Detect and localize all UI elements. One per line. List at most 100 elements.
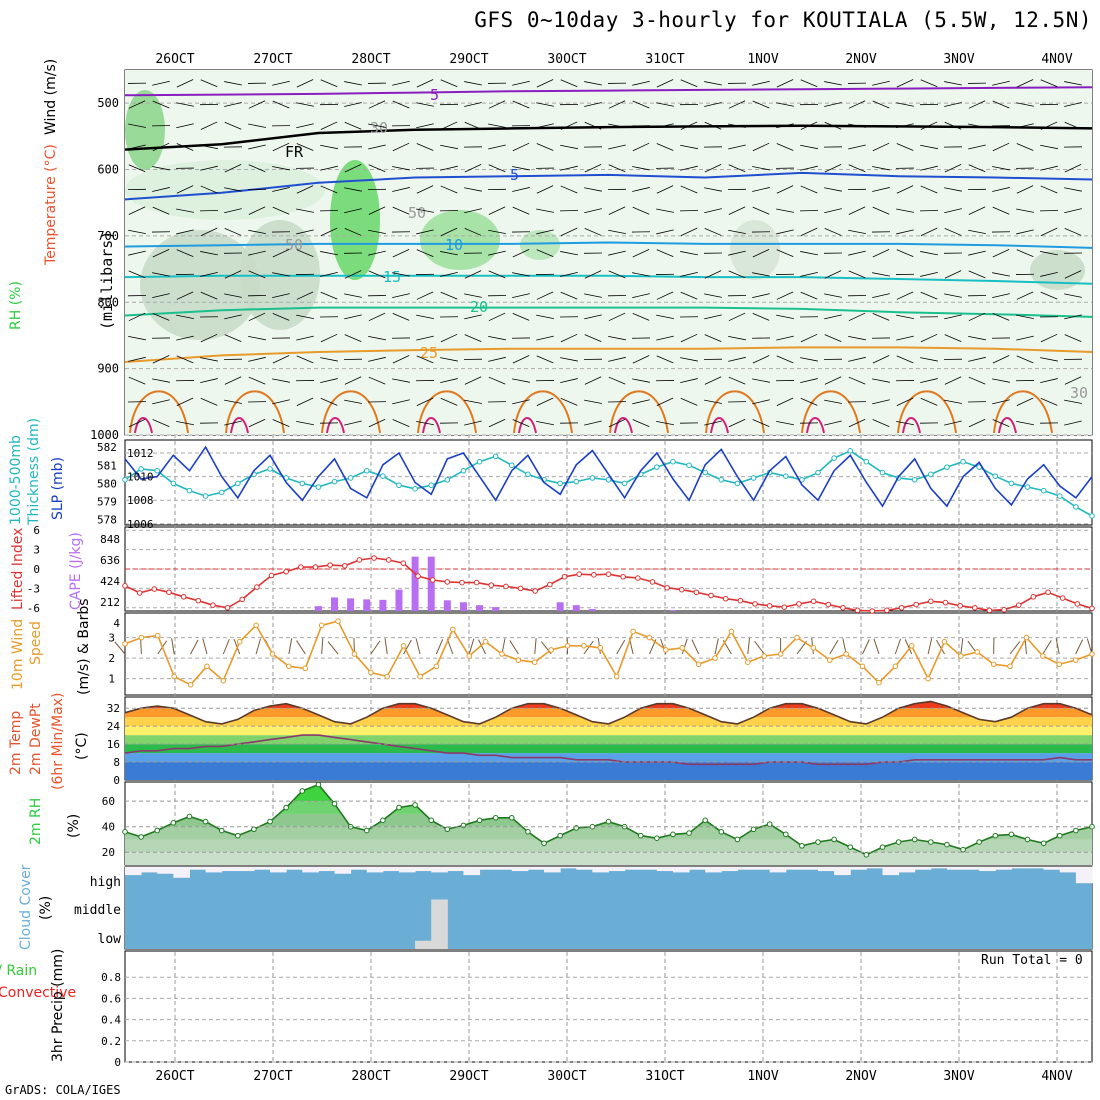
rh-line-point bbox=[944, 841, 950, 848]
wind-barb bbox=[200, 378, 218, 383]
wind10-speed-line-point bbox=[908, 643, 915, 649]
wind-barb bbox=[1040, 397, 1058, 406]
cloud-high-gap bbox=[173, 867, 190, 878]
wind10-speed-line-point bbox=[122, 640, 128, 647]
wind-barb bbox=[1064, 270, 1082, 279]
wind10-speed-line-point bbox=[302, 665, 309, 672]
temp-tick-label: 24 bbox=[107, 720, 121, 733]
wind-barb bbox=[992, 293, 1010, 299]
thickness-line-point bbox=[331, 478, 338, 485]
cloud-fill bbox=[125, 867, 1092, 949]
wind-barb bbox=[1016, 249, 1034, 258]
lifted-index-line-point bbox=[385, 557, 392, 563]
wind-barb bbox=[320, 291, 338, 300]
wind10-speed-line-point bbox=[892, 663, 899, 670]
wind10-barb bbox=[862, 639, 870, 655]
wind-barb bbox=[680, 121, 698, 130]
rh-blob bbox=[520, 230, 560, 260]
wind-barb bbox=[1040, 333, 1058, 343]
wind-barb bbox=[992, 80, 1010, 86]
wind-barb bbox=[656, 123, 674, 129]
cloud-high-gap bbox=[382, 867, 400, 872]
wind-barb bbox=[800, 79, 818, 88]
wind-barb bbox=[368, 270, 386, 279]
contour-temp bbox=[124, 86, 1093, 97]
wind-barb bbox=[272, 142, 290, 152]
wind10-barb bbox=[829, 640, 839, 655]
rh-blob bbox=[125, 90, 165, 170]
thickness-line-point bbox=[1073, 504, 1079, 510]
wind-barb bbox=[152, 142, 170, 152]
wind-barb bbox=[848, 250, 866, 256]
wind-barb bbox=[848, 312, 866, 322]
wind10-speed-line-point bbox=[286, 663, 292, 670]
wind-barb bbox=[704, 228, 722, 236]
lifted-index-line-point bbox=[517, 585, 524, 592]
wind-barb bbox=[392, 166, 410, 171]
thickness-line-point bbox=[170, 480, 177, 487]
wind-barb bbox=[896, 397, 914, 406]
wind-barb bbox=[152, 399, 170, 405]
thickness-tick-label: 582 bbox=[97, 441, 117, 454]
wind-barb bbox=[296, 420, 314, 426]
day-label-top: 1NOV bbox=[747, 52, 778, 67]
wind-barb bbox=[848, 356, 866, 362]
wind-barb bbox=[416, 143, 434, 151]
temp-tick-label: 32 bbox=[107, 702, 120, 715]
wind-barb bbox=[488, 376, 506, 385]
wind-barb bbox=[848, 229, 866, 235]
wind-barb bbox=[464, 121, 482, 130]
wind-barb bbox=[752, 312, 770, 321]
wind10-barb bbox=[140, 637, 142, 655]
thickness-line-point bbox=[202, 493, 209, 499]
wind-barb bbox=[656, 79, 674, 88]
surface-contour-hot bbox=[902, 417, 921, 434]
rh-line-point bbox=[235, 832, 241, 839]
surface-contour-hot bbox=[614, 417, 633, 434]
wind10-speed-line-point bbox=[449, 626, 456, 633]
wind10-label-c: (m/s) & Barbs bbox=[76, 598, 92, 695]
li-tick-label: 0 bbox=[33, 563, 40, 576]
wind-barb bbox=[944, 164, 962, 173]
cloud-tick-label: low bbox=[98, 932, 122, 947]
cloud-high-gap bbox=[527, 867, 545, 870]
rh-tick-label: 60 bbox=[102, 795, 115, 808]
precip-tick-label: 0.6 bbox=[101, 992, 121, 1005]
surface-contour bbox=[705, 390, 765, 434]
wind10-barb bbox=[747, 638, 750, 655]
wind-barb bbox=[512, 187, 530, 192]
lifted-index-line-point bbox=[1059, 595, 1066, 601]
wind-barb bbox=[608, 356, 626, 362]
wind-barb bbox=[248, 229, 266, 235]
wind-barb bbox=[1064, 376, 1082, 385]
wind-barb bbox=[560, 121, 578, 130]
wind-barb bbox=[464, 270, 482, 279]
temp-label-d: (°C) bbox=[74, 732, 90, 760]
wind-barb bbox=[584, 293, 602, 298]
temp-band bbox=[125, 753, 1092, 763]
wind10-barb bbox=[894, 638, 902, 655]
wind-barb bbox=[632, 293, 650, 299]
wind-barb bbox=[608, 164, 626, 173]
wind-barb bbox=[728, 206, 746, 215]
wind-barb bbox=[776, 291, 794, 300]
cape-bar bbox=[572, 605, 580, 611]
wind10-barb bbox=[714, 638, 719, 655]
cloud-high-gap bbox=[672, 867, 690, 873]
wind-barb bbox=[800, 357, 818, 362]
lifted-index-line-point bbox=[151, 586, 158, 592]
wind-barb bbox=[920, 397, 938, 406]
wind-barb bbox=[944, 420, 962, 426]
wind10-speed-line-point bbox=[876, 679, 882, 686]
contour-label: 5 bbox=[430, 86, 439, 104]
contour-label: 20 bbox=[470, 298, 488, 316]
wind-barb bbox=[272, 248, 290, 258]
contour-label: 10 bbox=[445, 236, 463, 254]
wind-barb bbox=[344, 81, 362, 86]
wind-barb bbox=[248, 206, 266, 215]
lifted-index-line-point bbox=[635, 575, 641, 581]
wind-barb bbox=[176, 143, 194, 151]
pressure-tick-label: 1000 bbox=[90, 428, 119, 442]
rh-blob bbox=[125, 160, 325, 220]
wind-barb bbox=[1016, 291, 1034, 300]
